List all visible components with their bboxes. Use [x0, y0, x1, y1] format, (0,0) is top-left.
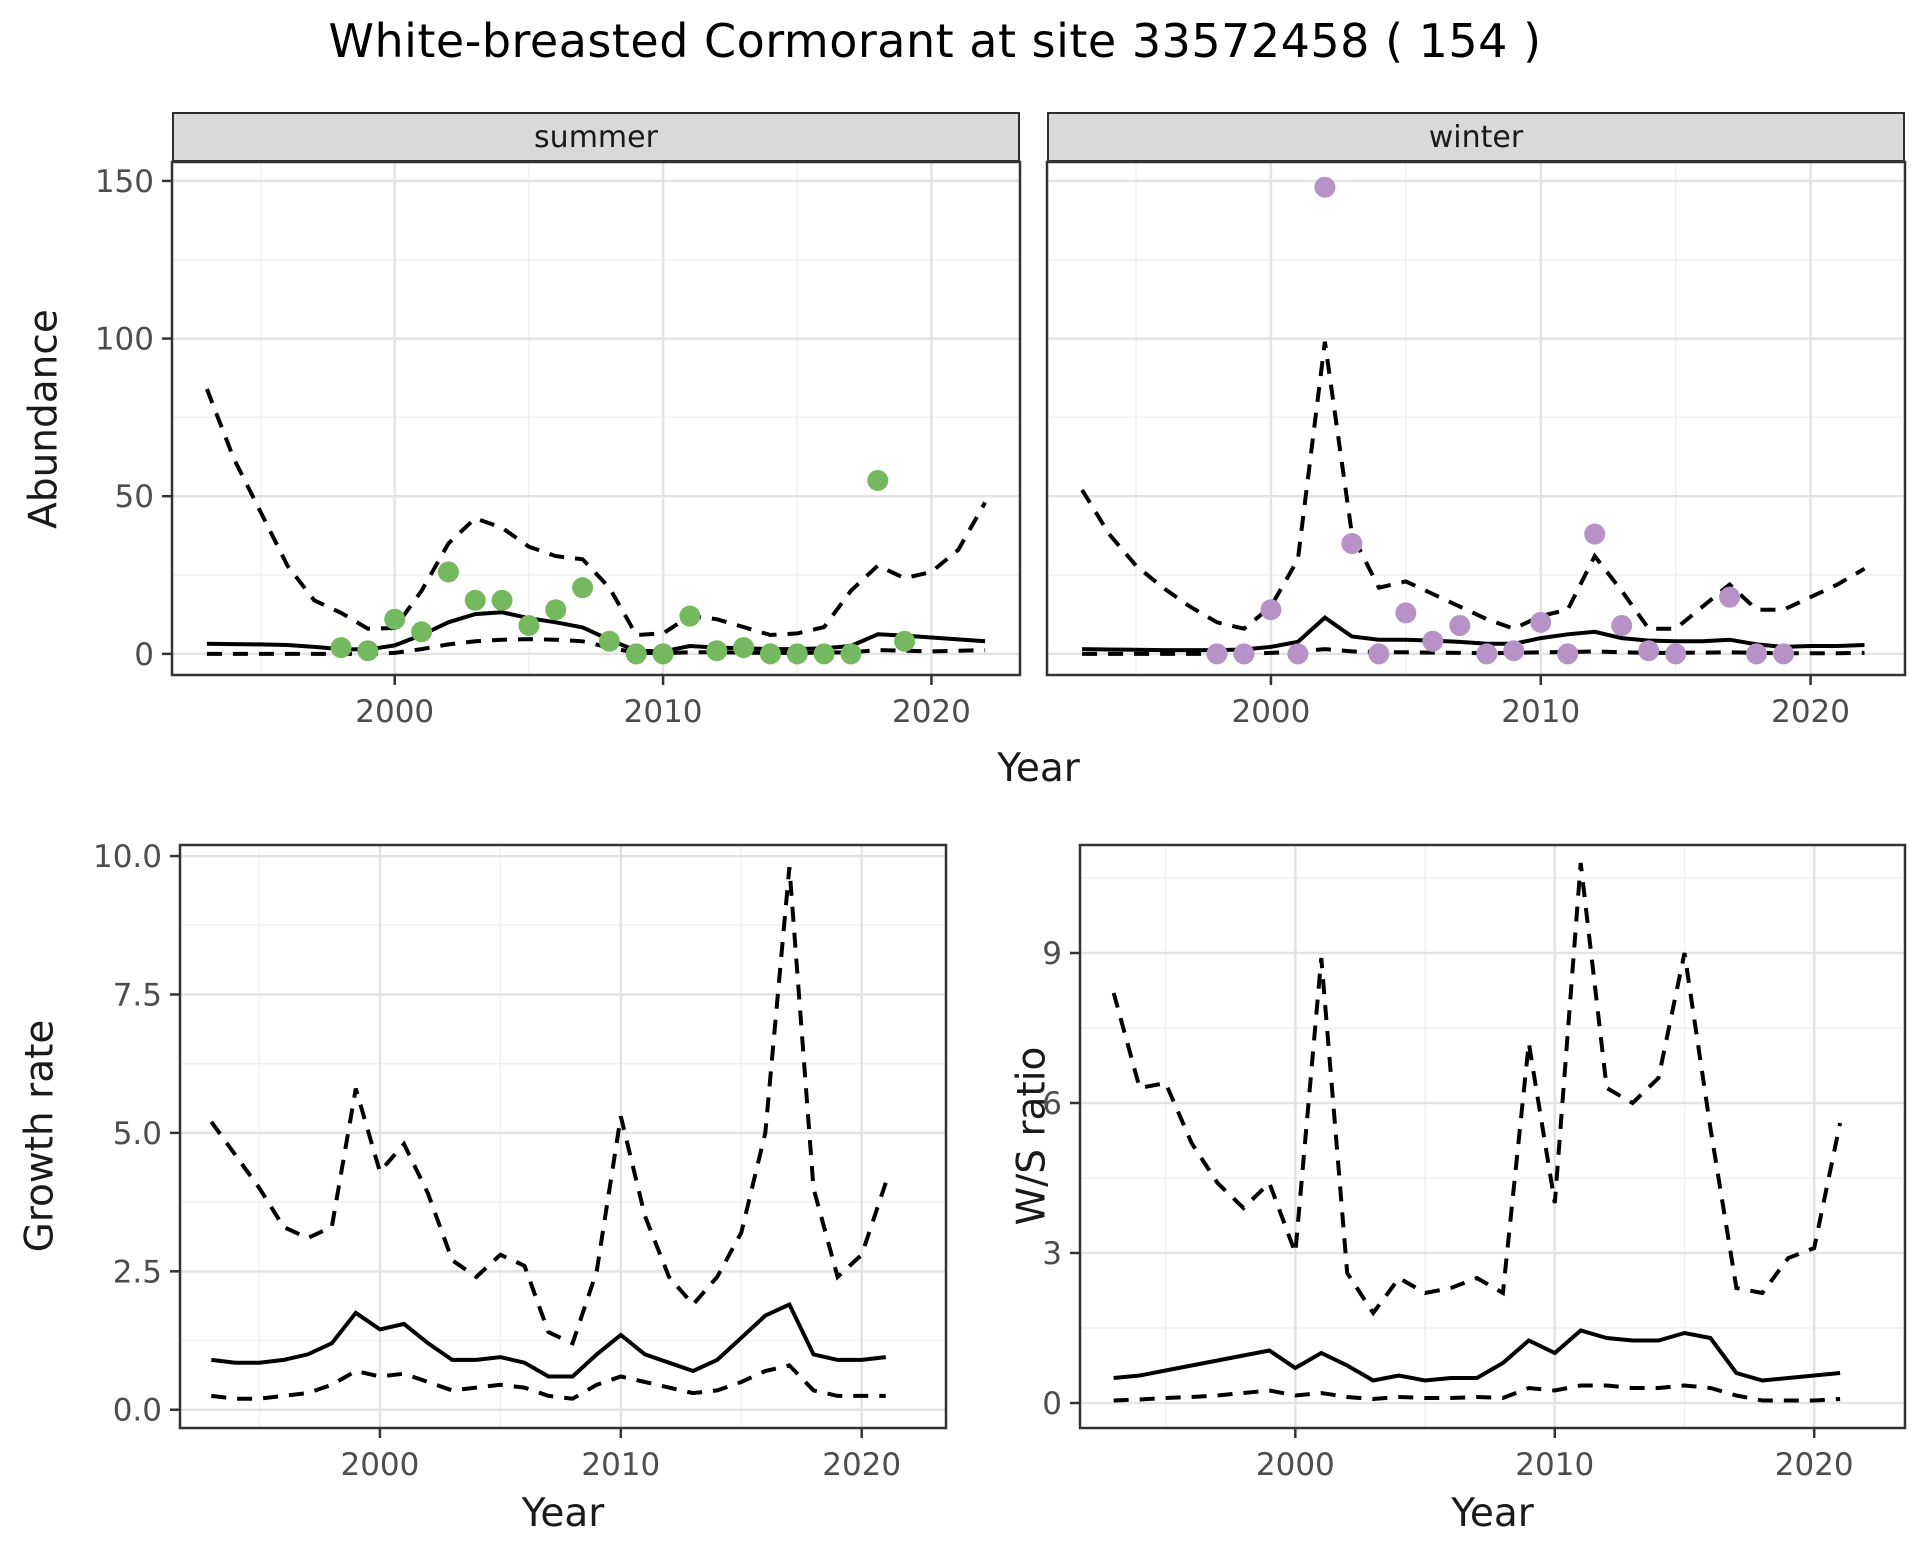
observation-point [357, 640, 379, 662]
x-tick-label: 2000 [340, 1447, 419, 1483]
observation-point [1233, 643, 1255, 665]
y-tick-label: 5.0 [113, 1116, 162, 1152]
observation-point [733, 637, 755, 659]
observation-point [437, 561, 459, 583]
y-tick-label: 0 [134, 637, 154, 673]
observation-point [384, 608, 406, 630]
observation-point [1341, 533, 1363, 555]
observation-point [840, 643, 862, 665]
x-tick-label: 2010 [581, 1447, 660, 1483]
x-tick-label: 2000 [1256, 1447, 1335, 1483]
x-tick-label: 2010 [624, 694, 703, 730]
x-axis-title-top: Year [997, 746, 1080, 791]
observation-point [572, 577, 594, 599]
y-tick-label: 7.5 [113, 977, 162, 1013]
observation-point [786, 643, 808, 665]
fit_median-line [1113, 1328, 1841, 1383]
observation-point [1206, 643, 1228, 665]
y-tick-label: 6 [1042, 1086, 1062, 1122]
observation-point [491, 589, 513, 611]
facet-strip-winter-label: winter [1428, 119, 1524, 155]
y-tick-label: 3 [1042, 1236, 1062, 1272]
x-tick-label: 2000 [355, 694, 434, 730]
panel-border [1078, 843, 1907, 1430]
observation-point [1422, 630, 1444, 652]
y-tick-label: 2.5 [113, 1254, 162, 1290]
observation-point [1368, 643, 1390, 665]
fit_median-line [211, 1301, 887, 1379]
observation-point [1449, 614, 1471, 636]
y-tick-label: 150 [95, 164, 154, 200]
observation-point [464, 589, 486, 611]
x-tick-label: 2020 [1771, 694, 1850, 730]
observation-point [1287, 643, 1309, 665]
facet-strip-summer-label: summer [534, 119, 658, 155]
observation-point [411, 621, 433, 643]
observation-point [598, 630, 620, 652]
ci_upper-line [1111, 862, 1843, 1317]
ci_upper-line [209, 866, 888, 1347]
observation-point [1746, 643, 1768, 665]
observation-point [706, 640, 728, 662]
x-axis-title-growth: Year [521, 1491, 605, 1536]
observation-point [330, 637, 352, 659]
observation-point [1503, 640, 1525, 662]
observation-point [518, 614, 540, 636]
panel-border [178, 843, 948, 1430]
observation-point [813, 643, 835, 665]
facet-strip-winter: winter [1047, 112, 1905, 162]
chart-title: White-breasted Cormorant at site 3357245… [328, 14, 1542, 68]
ci_upper-line [205, 388, 987, 638]
y-tick-label: 100 [95, 322, 154, 358]
x-tick-label: 2020 [822, 1447, 901, 1483]
observation-point [679, 605, 701, 627]
y-tick-label: 0 [1042, 1386, 1062, 1422]
y-tick-label: 10.0 [93, 839, 162, 875]
observation-point [1314, 176, 1336, 198]
observation-point [1638, 640, 1660, 662]
observation-point [1665, 643, 1687, 665]
observation-point [1584, 523, 1606, 545]
ci_lower-line [211, 1363, 886, 1401]
panel-border [1045, 160, 1907, 677]
observation-point [1719, 586, 1741, 608]
observation-point [894, 630, 916, 652]
observation-point [1530, 611, 1552, 633]
y-tick-label: 9 [1042, 936, 1062, 972]
observation-point [1476, 643, 1498, 665]
ci_upper-line [1080, 341, 1866, 631]
observation-point [1260, 599, 1282, 621]
observation-point [545, 599, 567, 621]
observation-point [1611, 614, 1633, 636]
observation-point [625, 643, 647, 665]
observation-point [1773, 643, 1795, 665]
observation-point [1395, 602, 1417, 624]
observation-point [1557, 643, 1579, 665]
ci_lower-line [1113, 1383, 1841, 1403]
y-tick-label: 50 [115, 479, 154, 515]
observation-point [759, 643, 781, 665]
x-axis-title-ws: Year [1451, 1491, 1534, 1536]
x-tick-label: 2020 [892, 694, 971, 730]
x-tick-label: 2000 [1231, 694, 1310, 730]
y-tick-label: 0.0 [113, 1393, 162, 1429]
x-tick-label: 2010 [1515, 1447, 1594, 1483]
fit_median-line [1082, 615, 1865, 653]
observation-point [652, 643, 674, 665]
observation-point [867, 469, 889, 491]
facet-strip-summer: summer [172, 112, 1020, 162]
panel-border [170, 160, 1022, 677]
x-tick-label: 2020 [1775, 1447, 1854, 1483]
x-tick-label: 2010 [1501, 694, 1580, 730]
